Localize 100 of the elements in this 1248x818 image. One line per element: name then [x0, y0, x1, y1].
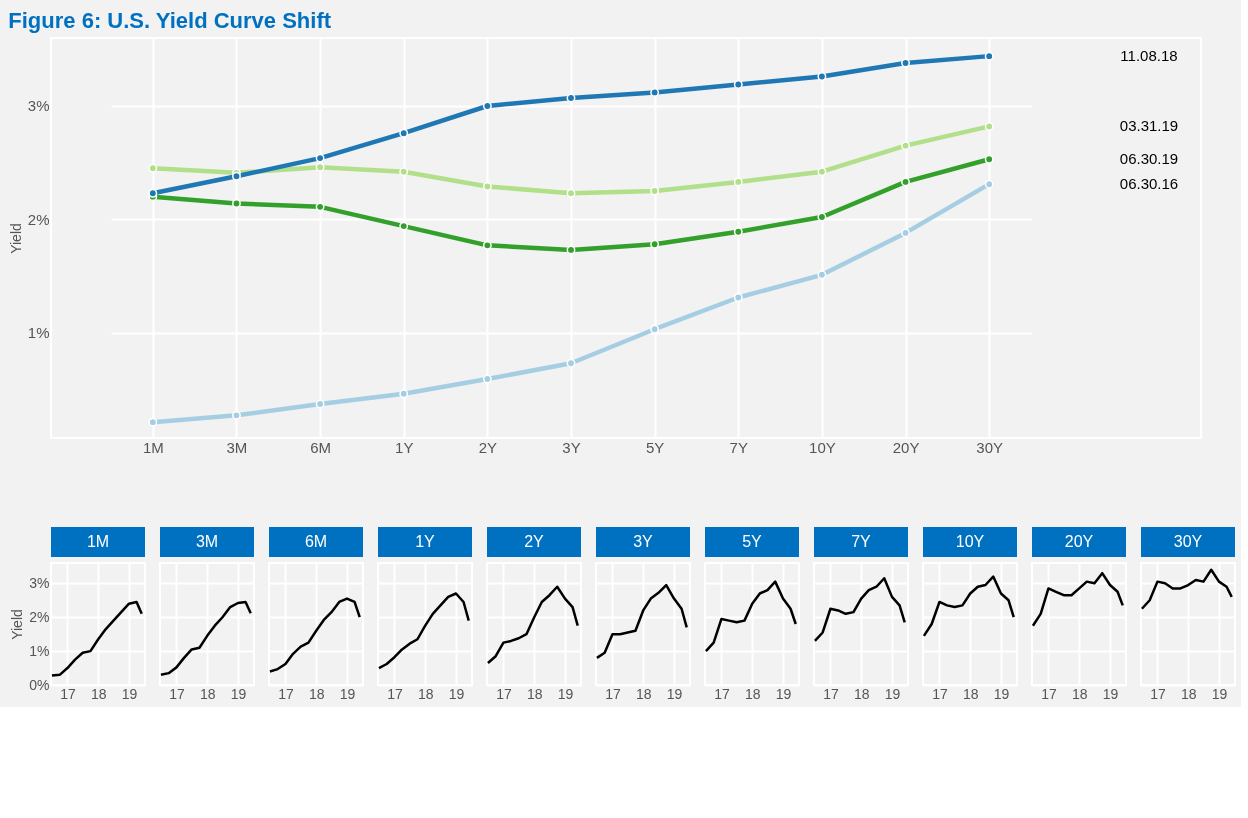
x-tick-label: 18 — [1180, 685, 1197, 702]
point — [566, 188, 576, 198]
x-tick-label: 18 — [417, 685, 434, 702]
point — [399, 128, 409, 138]
point — [984, 154, 994, 164]
point — [315, 153, 325, 163]
x-tick-label: 7Y — [729, 438, 748, 456]
chart-title: 30Y — [1173, 533, 1203, 550]
x-tick-label: 17 — [496, 685, 512, 702]
chart-title: 3M — [195, 533, 219, 550]
x-tick-label: 18 — [744, 685, 761, 702]
x-tick-label: 10Y — [809, 438, 836, 456]
x-tick-label: 19 — [1211, 685, 1228, 702]
x-tick-label: 17 — [823, 685, 839, 702]
x-tick-label: 1Y — [395, 438, 414, 456]
y-tick-label: 1% — [29, 642, 50, 659]
x-tick-label: 19 — [448, 685, 465, 702]
chart-title: 5Y — [742, 533, 763, 550]
point — [733, 227, 743, 237]
x-tick-label: 18 — [308, 685, 325, 702]
x-tick-label: 20Y — [892, 438, 920, 456]
point — [482, 101, 492, 111]
point — [984, 51, 994, 61]
text: 06.30.16 — [1119, 175, 1179, 193]
point — [733, 293, 743, 302]
x-tick-label: 18 — [526, 685, 543, 702]
line-series — [50, 600, 143, 677]
point — [399, 167, 409, 177]
point — [482, 181, 492, 191]
point — [817, 167, 827, 177]
point — [901, 177, 910, 187]
x-tick-label: 18 — [635, 685, 652, 702]
chart-title: 20Y — [1064, 533, 1094, 550]
point — [733, 177, 743, 187]
point — [817, 212, 827, 222]
x-tick-label: 18 — [1071, 685, 1088, 702]
x-tick-label: 3Y — [562, 438, 581, 456]
x-tick-label: 18 — [962, 685, 979, 702]
x-tick-label: 19 — [775, 685, 792, 702]
x-tick-label: 5Y — [645, 438, 665, 456]
point — [566, 358, 576, 368]
chart-title: 2Y — [524, 533, 545, 550]
point — [650, 324, 660, 334]
point — [566, 245, 576, 255]
chart-title: 10Y — [955, 533, 985, 550]
point — [148, 188, 158, 198]
chart-title: 1Y — [415, 533, 436, 550]
point — [232, 198, 241, 208]
point — [148, 417, 158, 427]
chart-title: 1M — [86, 533, 110, 550]
point — [148, 163, 158, 173]
x-tick-label: 17 — [714, 685, 730, 702]
x-tick-label: 17 — [278, 685, 294, 702]
text: 11.08.18 — [1120, 47, 1178, 65]
x-tick-label: 19 — [121, 685, 138, 702]
point — [232, 410, 241, 420]
x-tick-label: 19 — [557, 685, 574, 702]
point — [399, 389, 409, 399]
point — [650, 87, 660, 97]
point — [901, 228, 910, 238]
point — [650, 186, 660, 196]
x-tick-label: 19 — [1102, 685, 1119, 702]
x-tick-label: 18 — [853, 685, 870, 702]
point — [984, 179, 994, 189]
point — [315, 202, 325, 212]
text: 03.31.19 — [1119, 117, 1179, 135]
point — [566, 93, 576, 103]
x-tick-label: 19 — [884, 685, 901, 702]
x-tick-label: 17 — [387, 685, 403, 702]
point — [315, 162, 325, 172]
y-tick-label: 2% — [27, 210, 50, 228]
point — [399, 221, 409, 231]
x-tick-label: 30Y — [976, 438, 1004, 456]
x-tick-label: 19 — [230, 685, 247, 702]
x-tick-label: 17 — [1150, 685, 1166, 702]
point — [901, 141, 910, 151]
point — [817, 72, 827, 81]
y-axis-title: Yield — [9, 609, 26, 640]
chart-title: Figure 6: U.S. Yield Curve Shift — [8, 8, 332, 33]
chart-title: 6M — [304, 533, 328, 550]
x-tick-label: 17 — [60, 685, 76, 702]
chart-title: 3Y — [633, 533, 654, 550]
x-tick-label: 17 — [605, 685, 621, 702]
point — [482, 240, 492, 250]
point — [733, 80, 743, 89]
x-tick-label: 18 — [199, 685, 216, 702]
x-tick-label: 1M — [142, 438, 164, 456]
x-tick-label: 17 — [169, 685, 185, 702]
x-tick-label: 19 — [339, 685, 356, 702]
point — [315, 399, 325, 409]
point — [817, 270, 827, 280]
x-tick-label: 17 — [932, 685, 948, 702]
point — [984, 121, 994, 131]
x-tick-label: 3M — [226, 438, 248, 456]
y-tick-label: 0% — [29, 676, 50, 693]
y-tick-label: 3% — [29, 574, 50, 591]
chart-title: 7Y — [851, 533, 872, 550]
y-tick-label: 3% — [27, 97, 50, 115]
y-tick-label: 1% — [27, 324, 50, 342]
x-tick-label: 18 — [90, 685, 107, 702]
